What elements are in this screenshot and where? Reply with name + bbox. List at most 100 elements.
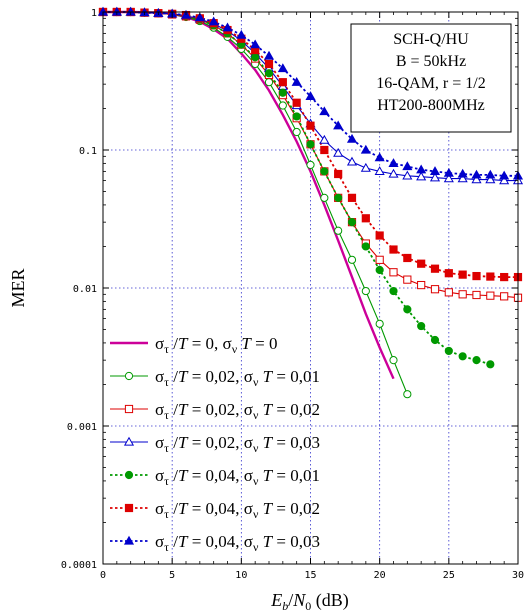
legend-marker-4 [123, 436, 135, 446]
series-4-point [319, 134, 330, 144]
series-6-point [320, 145, 329, 155]
series-2-point [403, 390, 412, 399]
series-6-point [444, 269, 453, 278]
legend-1-sub2: ν [232, 342, 238, 356]
legend-4-end: T = 0,03 [258, 433, 320, 452]
series-5-point [403, 305, 412, 314]
series-3-point [417, 280, 426, 290]
series-7-point [291, 76, 302, 86]
series-5-point [444, 346, 453, 356]
series-5-point [292, 112, 301, 121]
series-4-point [471, 174, 482, 184]
x-label-e: E [270, 590, 282, 610]
legend-7-sub1: τ [164, 540, 169, 554]
series-2-point [320, 193, 329, 202]
legend-4-sigma: σ [155, 433, 164, 452]
legend-7-end: T = 0,03 [258, 532, 320, 551]
x-label-slash: / [288, 590, 293, 610]
series-3-point [430, 285, 440, 294]
series-7-point [402, 161, 413, 171]
legend-3-sigma: σ [155, 400, 164, 419]
series-7-point [319, 106, 330, 116]
series-5-point [264, 69, 274, 78]
series-3-point [375, 255, 384, 264]
axis-ticks [102, 11, 519, 565]
series-7-point [443, 167, 454, 177]
tick-labels: 0 5 10 15 20 25 30 0.0001 0.001 0.01 0.1 1 [61, 8, 524, 581]
series-4-point [429, 172, 441, 182]
series-5-point [486, 360, 495, 369]
series-5-point [278, 88, 287, 97]
x-label-unit: (dB) [311, 590, 349, 611]
series-4-point [346, 156, 358, 166]
series-6-point [403, 253, 412, 263]
series-7-point [236, 29, 247, 39]
legend-2-sigma: σ [155, 367, 164, 386]
y-axis-label: MER [8, 268, 28, 307]
x-tick-label: 0 [100, 570, 106, 581]
series-6-point [375, 231, 384, 240]
legend-1-mid: /T = 0, σ [169, 334, 232, 353]
legend-3-sub2: ν [253, 408, 259, 422]
series-3-point [486, 291, 495, 300]
legend-5-sub2: ν [253, 474, 259, 488]
series-6-point [361, 214, 370, 223]
legend-label-6: στ /T = 0,04, σν T = 0,02 [155, 499, 320, 521]
series-7-point [194, 12, 205, 22]
series-7-point [277, 63, 288, 73]
series-3-point [458, 290, 467, 299]
series-5-point [334, 193, 343, 202]
series-6-point [347, 193, 357, 202]
legend-label-5: στ /T = 0,04, σν T = 0,01 [155, 466, 320, 488]
series-3-point [403, 275, 412, 284]
series-5-point [430, 335, 440, 345]
series-3-point [444, 288, 453, 297]
series-2-point [361, 286, 370, 296]
y-tick-label: 0.0001 [61, 560, 97, 571]
series-3-point [500, 292, 509, 301]
series-7-point [429, 166, 441, 176]
series-5-point [458, 352, 467, 361]
series-7-point [250, 39, 261, 49]
series-6-point [430, 264, 440, 273]
x-tick-label: 20 [374, 570, 386, 581]
series-7-point [360, 144, 371, 154]
legend-4-sub1: τ [164, 441, 169, 455]
series-7-point [416, 164, 427, 174]
legend-2-mid: /T = 0,02, σ [169, 367, 253, 386]
x-tick-label: 5 [169, 570, 175, 581]
series-5-point [361, 242, 370, 251]
x-label-b: b [282, 599, 288, 613]
series-6-point [472, 271, 481, 281]
y-tick-label: 0.01 [73, 284, 97, 295]
x-tick-label: 30 [512, 570, 524, 581]
info-box-frame [350, 23, 512, 133]
legend-marker-7 [123, 535, 135, 545]
legend: στ /T = 0, σν T = 0στ /T = 0,02, σν T = … [110, 334, 320, 554]
legend-1-sub1: τ [164, 342, 169, 356]
info-box-line-2: B = 50kHz [396, 53, 466, 70]
legend-3-mid: /T = 0,02, σ [169, 400, 253, 419]
legend-6-end: T = 0,02 [258, 499, 320, 518]
y-tick-label: 0.1 [79, 146, 97, 157]
x-tick-label: 25 [443, 570, 455, 581]
series-4-point [416, 171, 427, 181]
legend-label-3: στ /T = 0,02, σν T = 0,02 [155, 400, 320, 422]
series-6-point [306, 121, 315, 130]
series-7-point [125, 6, 136, 16]
x-axis-label: Eb/N0 (dB) [270, 590, 349, 613]
series-6-point [389, 245, 398, 254]
x-label-n: N [292, 590, 306, 610]
series-5-point [389, 286, 398, 296]
legend-2-sub2: ν [253, 375, 259, 389]
legend-5-end: T = 0,01 [258, 466, 320, 485]
series-5-point [251, 53, 260, 62]
series-3-point [389, 268, 398, 277]
y-tick-label: 0.001 [67, 422, 97, 433]
legend-5-sub1: τ [164, 474, 169, 488]
series-3-point [472, 290, 481, 300]
x-tick-label: 10 [235, 570, 247, 581]
series-4-point [485, 174, 496, 184]
legend-3-end: T = 0,02 [258, 400, 320, 419]
